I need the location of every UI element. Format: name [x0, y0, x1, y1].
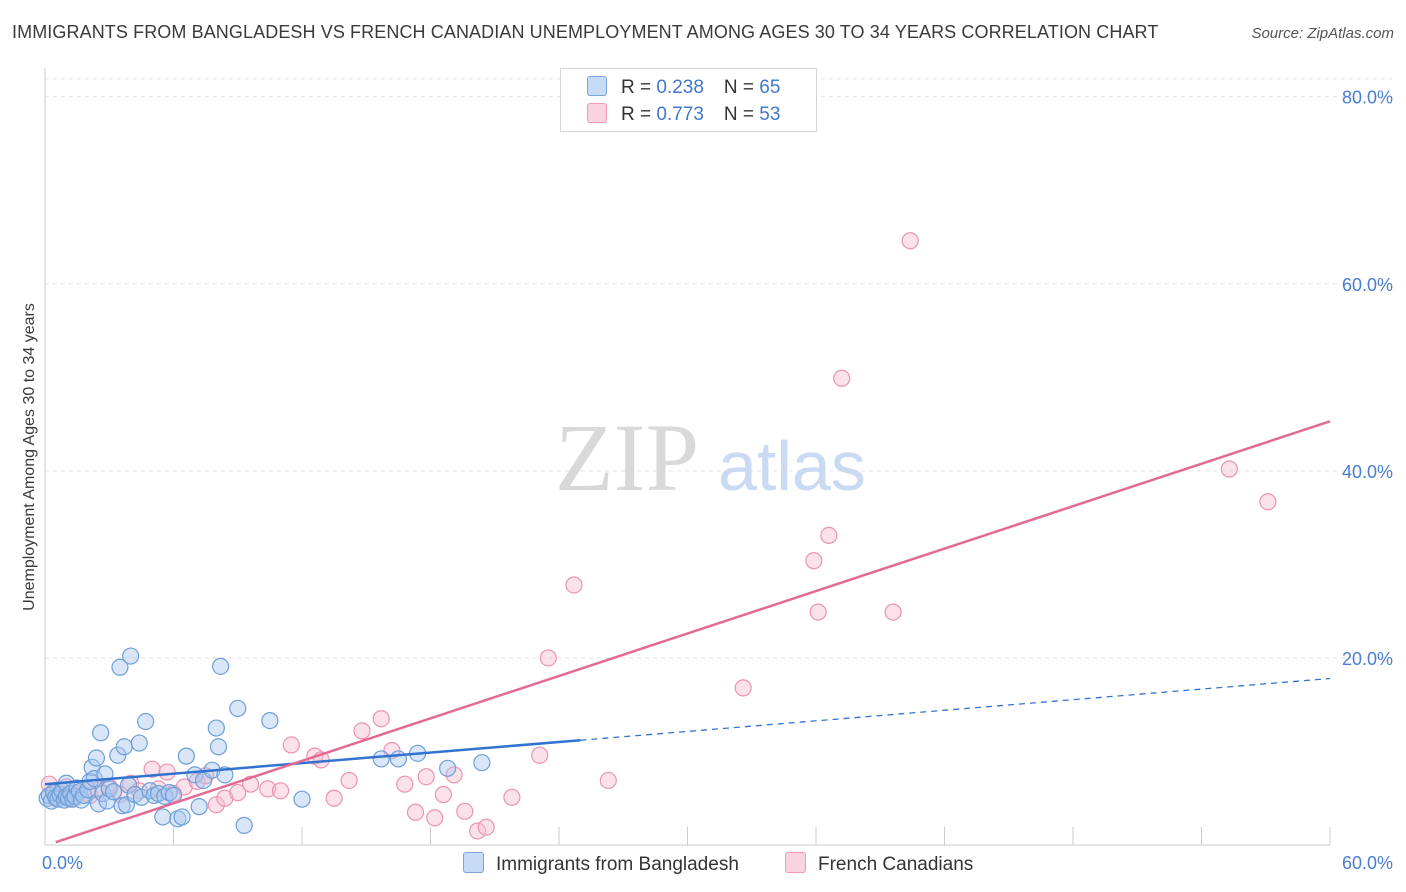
- scatter-point: [293, 790, 311, 808]
- scatter-point: [212, 657, 230, 675]
- legend-r-value: 0.773: [656, 104, 704, 125]
- legend-row-bangladesh: R = 0.238 N = 65: [587, 76, 780, 100]
- scatter-point: [92, 724, 110, 742]
- scatter-point: [259, 780, 277, 798]
- scatter-point: [434, 785, 452, 804]
- trend-lines: [44, 420, 1331, 844]
- bottom-legend-bangladesh: Immigrants from Bangladesh: [463, 852, 739, 876]
- scatter-point: [207, 796, 225, 814]
- series-immigrants-bangladesh: [38, 647, 491, 834]
- scatter-point: [469, 822, 487, 840]
- legend-r-label: R =: [621, 104, 657, 125]
- y-tick-label: 80.0%: [1342, 88, 1393, 108]
- scatter-point: [209, 738, 228, 756]
- grid-lines: [45, 78, 1392, 659]
- scatter-point: [177, 747, 195, 765]
- scatter-point: [884, 603, 902, 621]
- legend-n-value: 53: [759, 104, 781, 125]
- scatter-point: [473, 754, 491, 772]
- trend-line-french-canadians: [55, 420, 1331, 844]
- scatter-point: [445, 766, 463, 784]
- scatter-point: [820, 526, 838, 544]
- legend-swatch-pink: [587, 103, 607, 123]
- scatter-point: [325, 789, 343, 807]
- y-tick-label: 40.0%: [1342, 462, 1393, 482]
- scatter-point: [132, 788, 150, 806]
- scatter-point: [539, 649, 557, 667]
- tick-labels: 20.0% 40.0% 60.0% 80.0% 0.0% 60.0%: [42, 88, 1393, 873]
- correlation-legend: R = 0.238 N = 65 R = 0.773 N = 53: [560, 68, 817, 132]
- scatter-point: [261, 711, 279, 730]
- scatter-point: [599, 771, 617, 790]
- scatter-point: [173, 808, 191, 826]
- legend-r-label: R =: [621, 77, 657, 98]
- scatter-point: [282, 736, 300, 754]
- bottom-legend-french-canadians: French Canadians: [785, 852, 973, 876]
- scatter-point: [1220, 460, 1238, 478]
- bottom-legend-label: Immigrants from Bangladesh: [496, 854, 739, 875]
- scatter-point: [426, 809, 444, 827]
- scatter-point: [439, 759, 457, 777]
- bottom-legend-label: French Canadians: [818, 854, 974, 875]
- scatter-point: [565, 576, 583, 594]
- scatter-point: [188, 772, 206, 790]
- scatter-point: [111, 658, 129, 676]
- scatter-point: [901, 232, 919, 250]
- legend-r-value: 0.238: [656, 77, 704, 98]
- scatter-point: [229, 784, 247, 802]
- scatter-point: [229, 699, 247, 718]
- source-label: Source: ZipAtlas.com: [1251, 25, 1394, 42]
- scatter-point: [503, 788, 521, 806]
- watermark: ZIP atlas: [555, 404, 866, 511]
- scatter-point: [271, 782, 290, 800]
- axes: [44, 68, 1331, 846]
- chart-title: IMMIGRANTS FROM BANGLADESH VS FRENCH CAN…: [12, 22, 1159, 42]
- legend-n-label: N =: [723, 104, 760, 125]
- trend-line-bangladesh: [44, 738, 581, 786]
- scatter-point: [190, 798, 208, 816]
- scatter-point: [1259, 493, 1277, 511]
- bottom-legend-swatch-pink: [785, 852, 806, 873]
- scatter-point: [833, 369, 851, 387]
- scatter-point: [372, 710, 390, 728]
- scatter-point: [809, 603, 827, 621]
- scatter-point: [531, 746, 549, 764]
- legend-n-value: 65: [759, 77, 781, 98]
- legend-swatch-blue: [587, 76, 607, 96]
- scatter-point: [340, 771, 358, 790]
- scatter-point: [396, 775, 414, 793]
- scatter-point: [353, 722, 371, 740]
- legend-row-french-canadians: R = 0.773 N = 53: [587, 103, 780, 127]
- scatter-point: [115, 738, 133, 756]
- bottom-legend-swatch-blue: [463, 852, 484, 873]
- scatter-point: [734, 679, 752, 697]
- trend-line-bangladesh-dashed: [580, 677, 1331, 741]
- x-tick-label: 60.0%: [1342, 853, 1393, 873]
- scatter-point: [137, 712, 155, 731]
- scatter-point: [158, 763, 176, 781]
- scatter-point: [406, 803, 425, 821]
- y-tick-label: 60.0%: [1342, 275, 1393, 295]
- scatter-point: [104, 783, 123, 801]
- y-axis-label: Unemployment Among Ages 30 to 34 years: [21, 303, 38, 611]
- scatter-point: [130, 734, 148, 752]
- watermark-atlas: atlas: [718, 427, 866, 505]
- watermark-zip: ZIP: [555, 404, 699, 511]
- scatter-point: [417, 768, 435, 786]
- scatter-point: [389, 750, 407, 768]
- scatter-point: [235, 816, 253, 834]
- y-tick-label: 20.0%: [1342, 649, 1393, 669]
- scatter-point: [456, 802, 474, 820]
- legend-n-label: N =: [723, 77, 760, 98]
- x-tick-label: 0.0%: [42, 853, 83, 873]
- scatter-point: [154, 808, 172, 826]
- scatter-point: [87, 749, 106, 767]
- scatter-point: [805, 552, 823, 570]
- scatter-point: [122, 647, 140, 665]
- scatter-point: [207, 719, 225, 737]
- scatter-point: [477, 818, 495, 836]
- scatter-point: [372, 750, 390, 768]
